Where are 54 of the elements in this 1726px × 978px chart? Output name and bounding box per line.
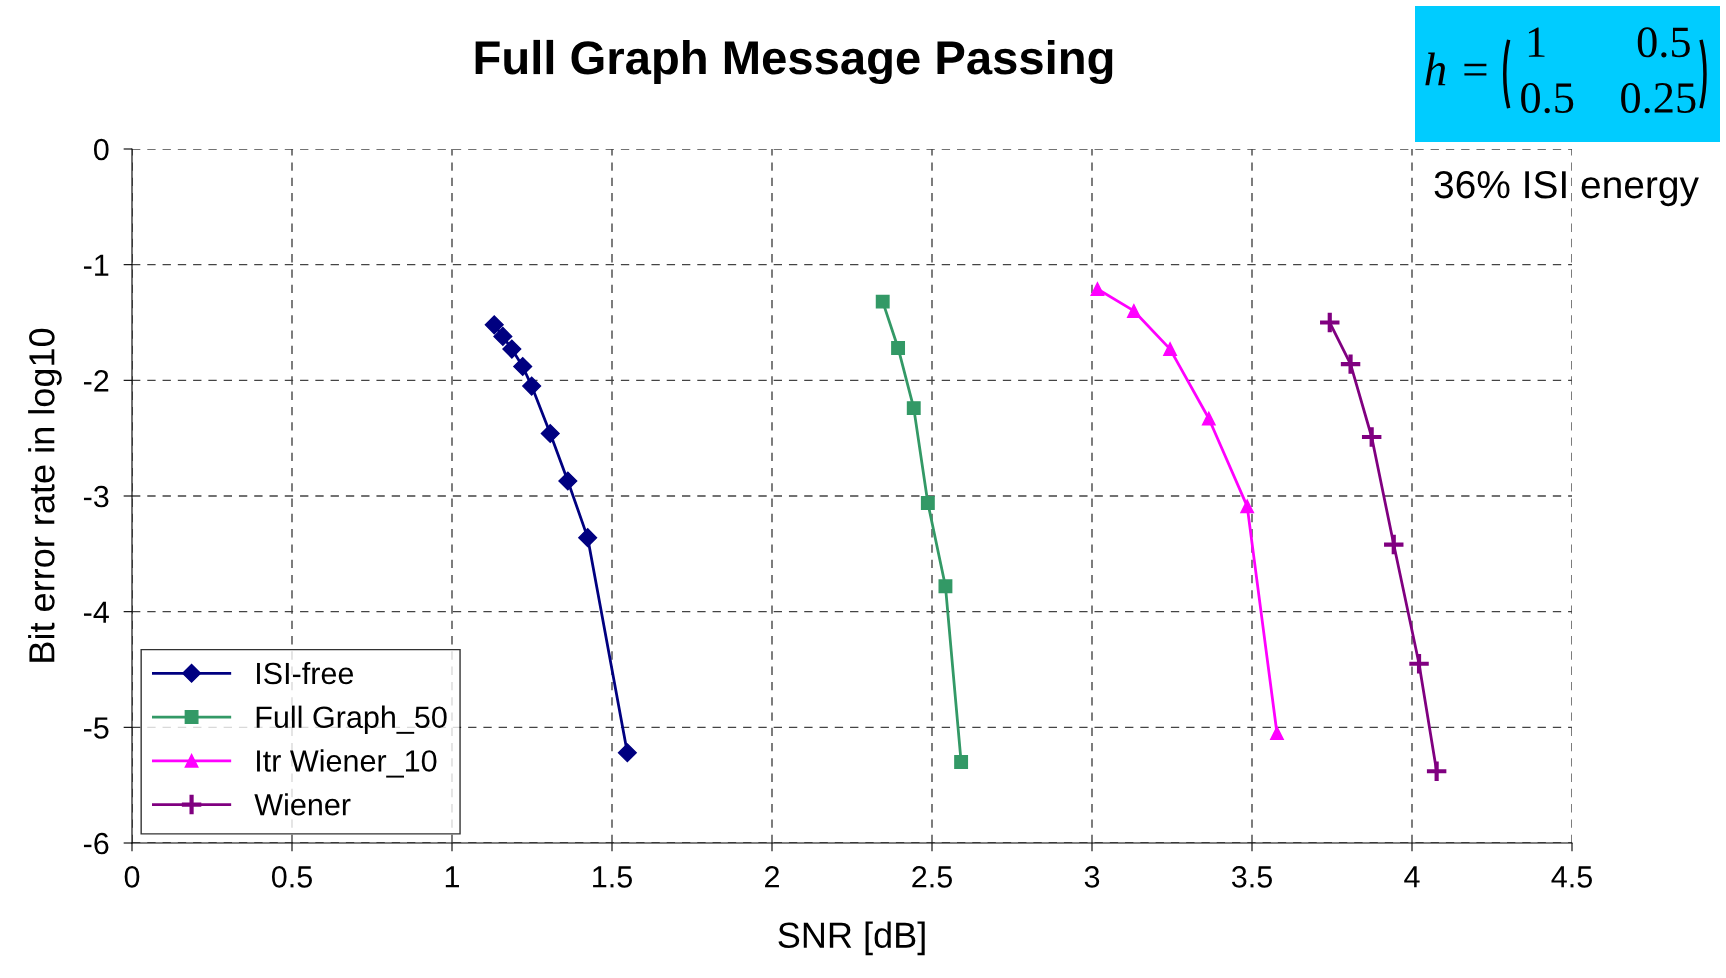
point [484, 315, 504, 335]
x-axis-title: SNR [dB] [778, 921, 925, 956]
point [1359, 425, 1384, 449]
point [502, 339, 522, 359]
x-tick-label: 4.5 [1551, 866, 1592, 888]
point [1090, 282, 1105, 296]
point [540, 424, 560, 444]
x-tick-label: 3.5 [1231, 866, 1272, 888]
point [1201, 411, 1216, 426]
text: h = [1425, 52, 1487, 86]
point [954, 755, 969, 769]
text: 1 0.5 0.5 0.25 [1521, 27, 1696, 114]
point [938, 579, 953, 594]
x-tick-label: 4 [1404, 866, 1420, 888]
y-tick-label: -5 [83, 717, 109, 739]
point [493, 326, 513, 346]
y-tick-label: -4 [83, 601, 109, 623]
point [891, 341, 906, 355]
y-tick-label: 0 [93, 138, 109, 161]
point [875, 294, 890, 309]
y-tick-label: -6 [83, 832, 109, 855]
x-tick-label: 1.5 [593, 866, 632, 888]
point [1163, 342, 1178, 357]
x-tick-label: 3 [1084, 866, 1100, 888]
legend-label: Itr Wiener_10 [257, 749, 437, 778]
point [558, 471, 578, 491]
y-tick-label: -3 [83, 485, 109, 508]
legend-label: Wiener [254, 793, 351, 816]
x-tick-label: 0.5 [271, 866, 312, 888]
point [1407, 651, 1431, 676]
point [1240, 499, 1255, 514]
y-tick-label: -2 [83, 370, 109, 392]
x-tick-label: 2.5 [912, 866, 952, 888]
point [1270, 726, 1284, 741]
point [1381, 532, 1406, 557]
legend-label: Full Graph_50 [256, 705, 447, 735]
point [1338, 352, 1363, 376]
chart-title: Full Graph Message Passing [475, 39, 1113, 85]
y-tick-label: -1 [83, 254, 109, 276]
point [513, 356, 533, 376]
point [578, 528, 598, 548]
point [920, 495, 935, 510]
legend-label: ISI-free [257, 661, 354, 685]
point [522, 376, 542, 396]
point [906, 401, 921, 416]
point [1317, 310, 1342, 335]
point [617, 743, 637, 763]
y-axis-title: Bit error rate in log10 [28, 328, 62, 662]
annotation: 36% ISI energy [1434, 170, 1699, 207]
x-tick-label: 1 [445, 866, 460, 888]
point [1424, 759, 1449, 784]
x-tick-label: 2 [765, 866, 779, 888]
point [1126, 303, 1141, 318]
x-tick-label: 0 [124, 866, 140, 888]
